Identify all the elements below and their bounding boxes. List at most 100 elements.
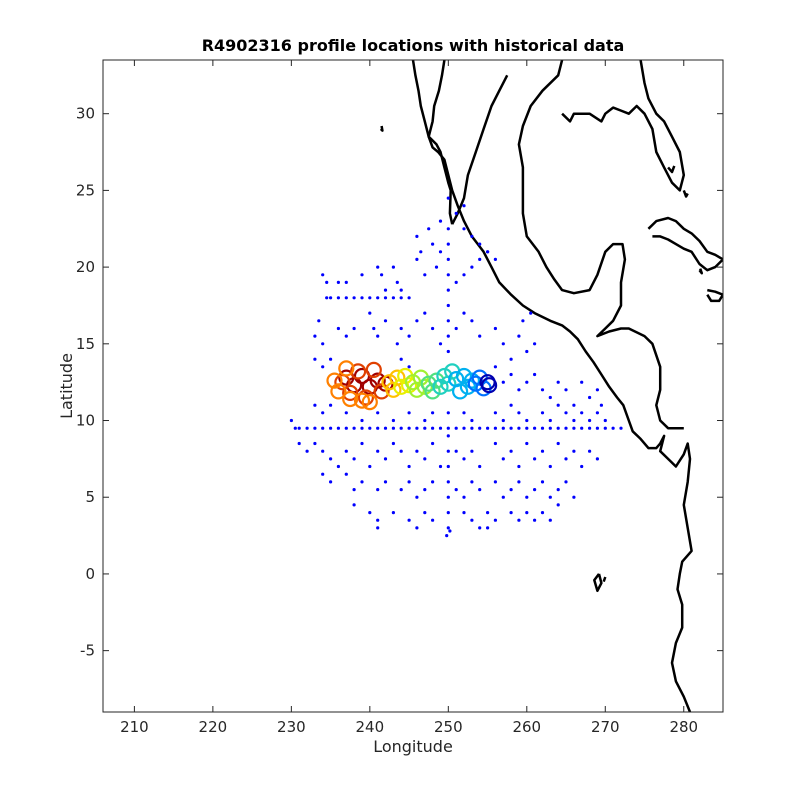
historical-point: [462, 510, 466, 515]
y-tick-label: 25: [76, 181, 95, 199]
historical-point: [445, 534, 449, 538]
historical-point: [360, 426, 364, 430]
historical-point: [383, 426, 388, 430]
historical-point: [423, 510, 427, 515]
historical-point: [548, 418, 552, 423]
historical-point: [470, 418, 474, 423]
profile-point: [424, 383, 441, 400]
plot-area: [289, 60, 723, 712]
historical-point: [564, 480, 568, 484]
profile-point: [326, 372, 343, 389]
historical-point: [501, 426, 505, 430]
historical-point: [399, 426, 403, 430]
historical-point: [478, 488, 482, 492]
historical-point: [462, 411, 466, 415]
historical-point: [580, 464, 584, 469]
historical-point: [486, 510, 490, 515]
historical-point: [521, 319, 525, 323]
historical-point: [313, 403, 317, 407]
historical-point: [293, 426, 297, 430]
profile-point: [342, 384, 359, 401]
historical-point: [478, 526, 482, 530]
x-tick-label: 230: [277, 718, 306, 736]
coastline-segment: [593, 573, 603, 593]
y-tick-label: 10: [76, 412, 95, 430]
historical-point: [454, 449, 458, 453]
historical-point: [395, 342, 399, 346]
historical-point: [564, 411, 568, 415]
profile-point: [420, 375, 437, 392]
historical-point: [423, 418, 427, 423]
historical-point: [383, 296, 388, 300]
historical-point: [478, 242, 482, 246]
historical-point: [431, 326, 435, 331]
historical-point: [321, 449, 325, 453]
historical-point: [588, 426, 592, 430]
historical-point: [470, 449, 474, 453]
historical-point: [317, 319, 321, 323]
historical-point: [572, 403, 576, 407]
historical-point: [407, 296, 411, 300]
historical-point: [423, 488, 427, 492]
historical-point: [564, 388, 568, 392]
historical-point: [446, 464, 450, 469]
historical-point: [454, 488, 458, 492]
historical-point: [540, 480, 545, 484]
historical-point: [321, 342, 325, 346]
historical-point: [509, 357, 513, 361]
historical-point: [399, 449, 403, 453]
historical-point: [427, 227, 431, 231]
historical-point: [431, 426, 435, 430]
historical-point: [376, 265, 380, 269]
historical-point: [462, 495, 466, 499]
historical-point: [509, 403, 513, 407]
historical-point: [446, 411, 450, 415]
historical-point: [517, 426, 521, 430]
y-tick-label: 15: [76, 335, 95, 353]
historical-point: [619, 426, 623, 430]
historical-point: [423, 273, 427, 277]
historical-point: [321, 426, 325, 430]
historical-point: [446, 510, 450, 515]
historical-point: [395, 280, 399, 284]
profile-point: [401, 377, 418, 394]
historical-point: [383, 480, 388, 484]
historical-point: [462, 426, 466, 430]
historical-point: [415, 449, 419, 453]
historical-point: [336, 426, 340, 430]
historical-point: [556, 380, 560, 384]
historical-point: [501, 380, 505, 384]
historical-point: [415, 526, 419, 530]
historical-point: [529, 311, 533, 315]
historical-point: [399, 326, 403, 331]
historical-point: [329, 403, 333, 407]
historical-point: [580, 411, 584, 415]
historical-point: [588, 449, 592, 453]
coastline-segment: [602, 576, 607, 583]
historical-point: [446, 288, 450, 292]
historical-point: [368, 510, 372, 515]
historical-point: [556, 426, 560, 430]
historical-point: [352, 296, 356, 300]
historical-point: [446, 495, 450, 499]
profile-point: [481, 377, 498, 394]
historical-point: [313, 357, 317, 361]
historical-point: [509, 488, 513, 492]
x-tick-label: 220: [199, 718, 228, 736]
profile-point: [365, 361, 382, 378]
profile-point: [389, 369, 406, 386]
historical-point: [321, 365, 325, 369]
profile-point: [338, 360, 355, 377]
y-axis: -5 0 5 10 15 20 25 30: [76, 105, 723, 660]
historical-point: [407, 518, 411, 522]
historical-point: [486, 526, 490, 530]
historical-point: [399, 488, 403, 492]
coastline-segment: [411, 60, 693, 712]
historical-point: [321, 411, 325, 415]
historical-point: [321, 273, 325, 277]
historical-point: [493, 326, 497, 331]
historical-point: [415, 426, 419, 430]
historical-point: [344, 334, 348, 338]
profile-point: [342, 390, 359, 408]
historical-point: [517, 388, 521, 392]
